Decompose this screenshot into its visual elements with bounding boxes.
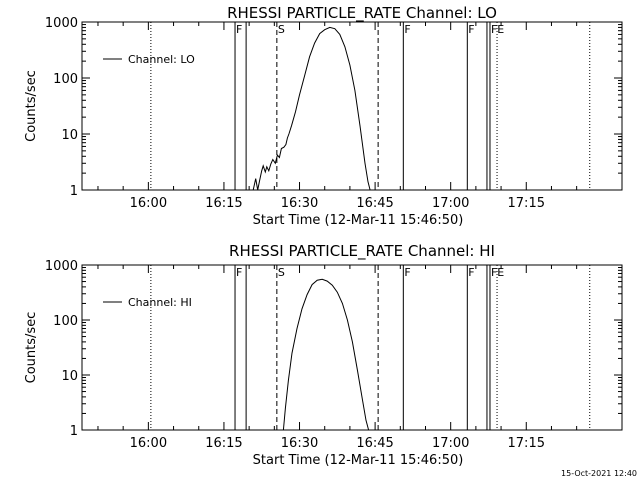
timestamp: 15-Oct-2021 12:40	[561, 469, 637, 478]
event-flag-label: FE	[491, 266, 504, 279]
event-flag-label: FE	[491, 23, 504, 36]
y-tick-label: 1000	[45, 16, 78, 31]
legend-label: Channel: HI	[128, 296, 192, 309]
y-tick-label: 1000	[45, 259, 78, 274]
panel-hi-channel: RHESSI PARTICLE_RATE Channel: HI 16:00 16:…	[24, 242, 623, 468]
x-tick-label: 16:30	[281, 196, 318, 211]
x-tick-label: 16:00	[130, 196, 167, 211]
series-line	[252, 26, 371, 191]
plot-frame	[81, 21, 623, 191]
event-flag-label: F	[236, 266, 242, 279]
plot-frame	[81, 264, 623, 431]
legend-label: Channel: LO	[128, 53, 195, 66]
y-tick-label: 10	[61, 128, 78, 143]
chart-title: RHESSI PARTICLE_RATE Channel: LO	[227, 4, 497, 23]
x-tick-label: 17:15	[508, 436, 545, 451]
event-flag-label: F	[404, 266, 410, 279]
x-tick-label: 16:30	[281, 436, 318, 451]
x-axis-label: Start Time (12-Mar-11 15:46:50)	[253, 453, 464, 468]
event-flag-label: S	[278, 23, 285, 36]
event-flag-label: S	[278, 266, 285, 279]
x-tick-label: 16:00	[130, 436, 167, 451]
x-tick-label: 16:45	[356, 436, 393, 451]
panel-lo-channel: RHESSI PARTICLE_RATE Channel: LO 16:00 16:…	[24, 4, 623, 228]
x-axis-label: Start Time (12-Mar-11 15:46:50)	[253, 213, 464, 228]
y-tick-label: 1	[70, 184, 78, 199]
event-flag-label: F	[236, 23, 242, 36]
event-flag-label: F	[468, 266, 474, 279]
y-tick-label: 1	[70, 424, 78, 439]
y-axis-label: Counts/sec	[24, 70, 39, 142]
x-tick-label: 17:00	[432, 436, 469, 451]
y-axis-label: Counts/sec	[24, 312, 39, 384]
event-flag-label: F	[404, 23, 410, 36]
x-tick-label: 16:15	[205, 196, 242, 211]
y-tick-label: 10	[61, 369, 78, 384]
x-tick-label: 17:00	[432, 196, 469, 211]
x-tick-label: 16:45	[356, 196, 393, 211]
chart-title: RHESSI PARTICLE_RATE Channel: HI	[229, 242, 495, 261]
series-line	[282, 278, 370, 431]
y-tick-label: 100	[53, 72, 78, 87]
y-tick-label: 100	[53, 314, 78, 329]
x-tick-label: 17:15	[508, 196, 545, 211]
event-flag-label: F	[468, 23, 474, 36]
x-tick-label: 16:15	[205, 436, 242, 451]
